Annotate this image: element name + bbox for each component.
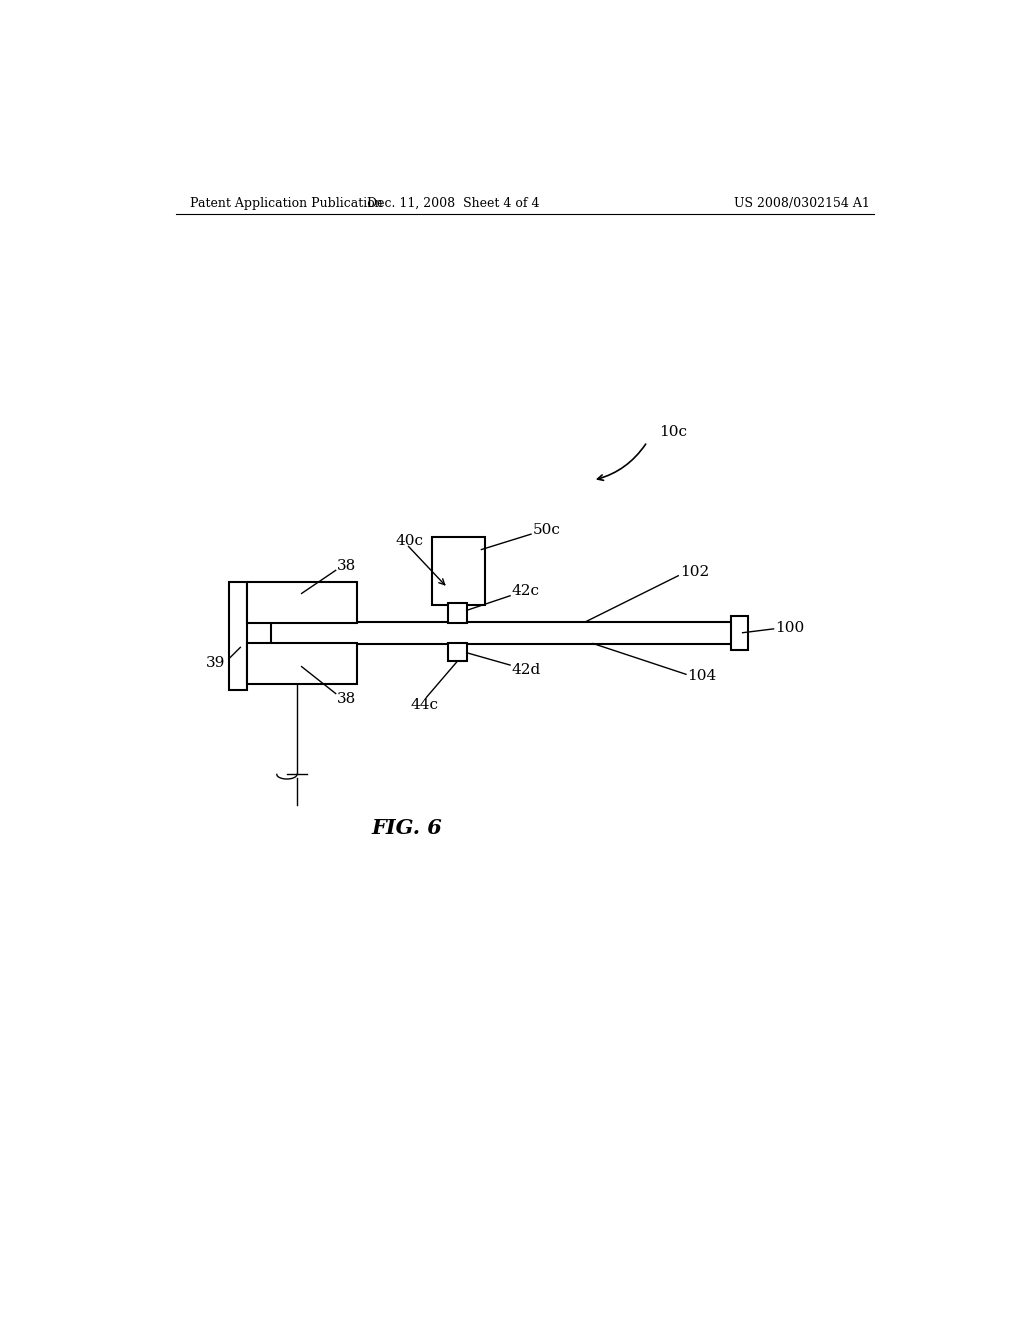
Bar [271,622,740,644]
Bar [731,615,748,649]
Text: 10c: 10c [658,425,687,438]
Text: 42c: 42c [512,585,540,598]
Text: 40c: 40c [395,535,423,548]
Text: Dec. 11, 2008  Sheet 4 of 4: Dec. 11, 2008 Sheet 4 of 4 [368,197,540,210]
Text: 44c: 44c [411,698,439,711]
Text: 42d: 42d [512,663,541,677]
Text: Patent Application Publication: Patent Application Publication [190,197,383,210]
Text: 39: 39 [206,656,225,669]
Text: 100: 100 [775,622,805,635]
Bar [228,582,247,689]
Text: 104: 104 [687,669,717,682]
Text: 38: 38 [337,558,356,573]
Bar [432,537,484,605]
Text: 102: 102 [680,565,709,579]
Bar [449,643,467,661]
Bar [247,582,356,623]
Text: FIG. 6: FIG. 6 [372,818,442,838]
Bar [247,643,356,684]
Text: 38: 38 [337,692,356,706]
Text: US 2008/0302154 A1: US 2008/0302154 A1 [734,197,870,210]
Bar [449,603,467,623]
Text: 50c: 50c [532,523,560,536]
